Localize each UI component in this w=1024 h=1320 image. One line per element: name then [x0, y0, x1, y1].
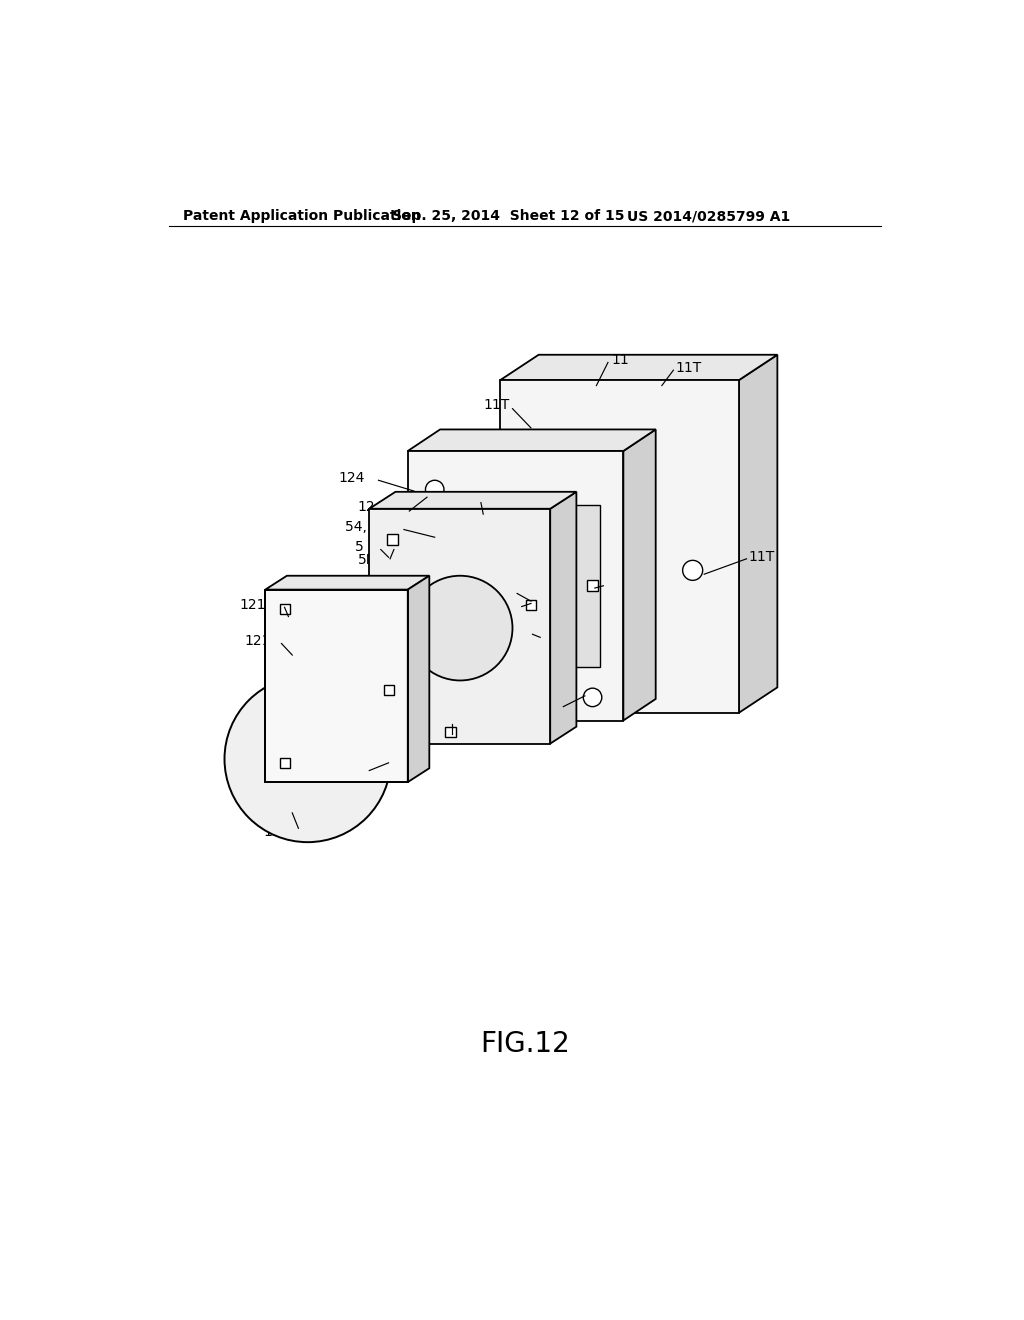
Text: 121M: 121M — [340, 766, 379, 780]
Polygon shape — [370, 508, 550, 743]
Text: 5M: 5M — [458, 729, 478, 743]
Text: 121M: 121M — [240, 598, 279, 612]
Text: 5M: 5M — [357, 553, 379, 568]
Text: FIG.12: FIG.12 — [480, 1030, 569, 1057]
Polygon shape — [280, 603, 290, 614]
Polygon shape — [408, 451, 624, 721]
Polygon shape — [384, 685, 393, 694]
Polygon shape — [500, 355, 777, 380]
Circle shape — [425, 480, 444, 499]
Circle shape — [563, 433, 584, 453]
Polygon shape — [624, 429, 655, 721]
Polygon shape — [587, 581, 598, 591]
Polygon shape — [387, 535, 397, 545]
Text: 121: 121 — [245, 634, 271, 648]
Polygon shape — [550, 492, 577, 743]
Circle shape — [224, 676, 391, 842]
Polygon shape — [408, 576, 429, 781]
Polygon shape — [500, 380, 739, 713]
Text: 5M: 5M — [484, 598, 506, 612]
Text: 124M: 124M — [605, 577, 644, 591]
Text: 124: 124 — [339, 471, 365, 484]
Polygon shape — [265, 590, 408, 781]
Text: 54, 55: 54, 55 — [345, 520, 388, 535]
Text: 121Ln: 121Ln — [263, 825, 306, 840]
Text: 11T: 11T — [676, 360, 702, 375]
Polygon shape — [408, 429, 655, 451]
Polygon shape — [265, 576, 429, 590]
Circle shape — [408, 576, 512, 681]
Text: 123: 123 — [488, 585, 515, 598]
Text: US 2014/0285799 A1: US 2014/0285799 A1 — [628, 209, 791, 223]
Polygon shape — [454, 506, 600, 667]
Text: 124T1: 124T1 — [357, 500, 401, 515]
Text: 11T: 11T — [749, 550, 775, 564]
Polygon shape — [280, 758, 290, 768]
Polygon shape — [444, 726, 456, 738]
Polygon shape — [475, 511, 486, 521]
Text: 124M: 124M — [543, 628, 581, 643]
Polygon shape — [739, 355, 777, 713]
Circle shape — [683, 560, 702, 581]
Polygon shape — [525, 599, 537, 610]
Text: 124T1: 124T1 — [500, 701, 544, 715]
Text: Patent Application Publication: Patent Application Publication — [183, 209, 421, 223]
Text: 124M: 124M — [484, 494, 523, 508]
Polygon shape — [370, 492, 577, 508]
Text: 11: 11 — [611, 354, 630, 367]
Text: 11T: 11T — [483, 397, 510, 412]
Text: 5: 5 — [355, 540, 365, 554]
Circle shape — [584, 688, 602, 706]
Text: Sep. 25, 2014  Sheet 12 of 15: Sep. 25, 2014 Sheet 12 of 15 — [392, 209, 625, 223]
